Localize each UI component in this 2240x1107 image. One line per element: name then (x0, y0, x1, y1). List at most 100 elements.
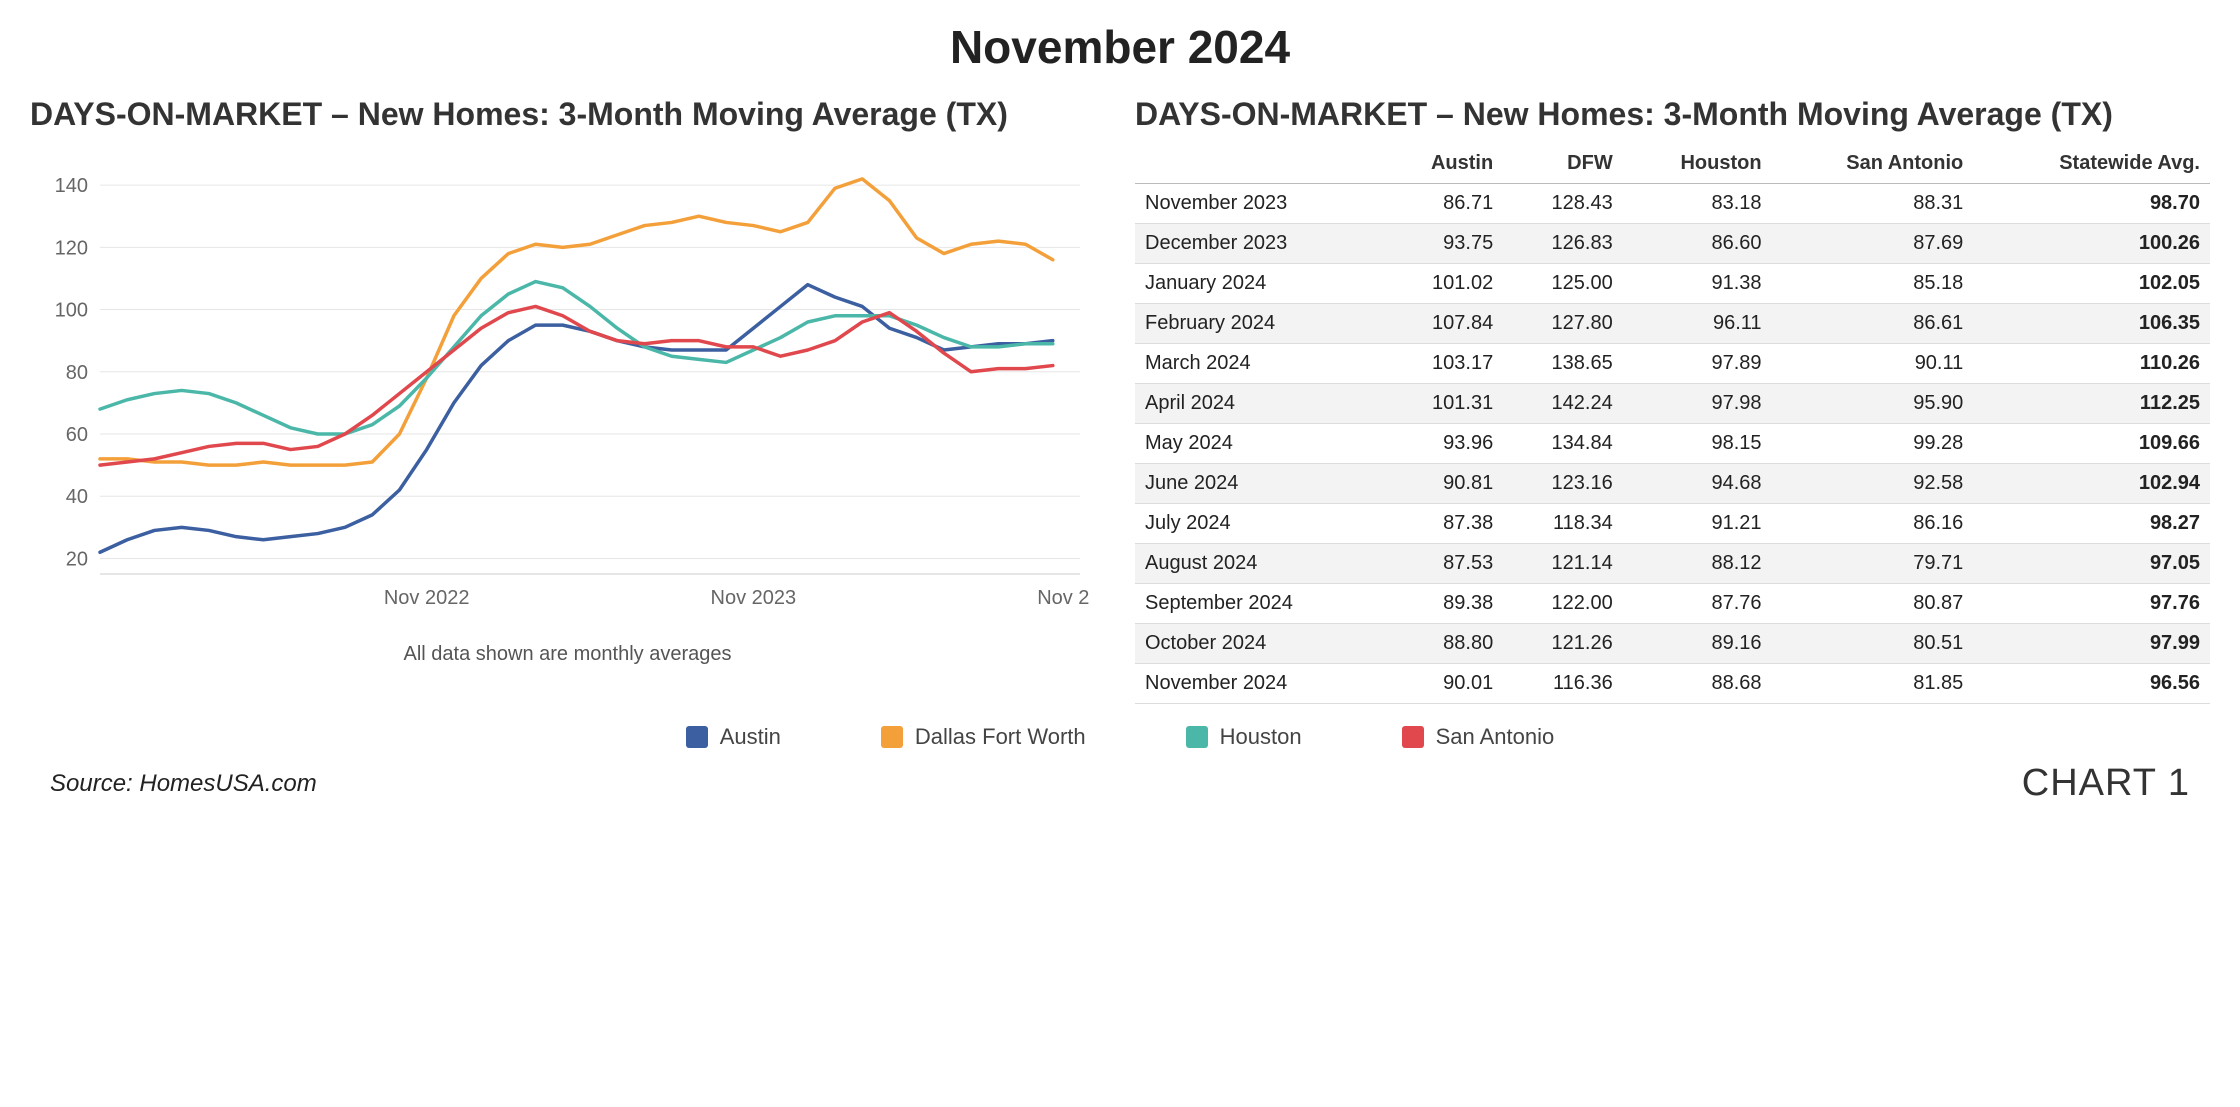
table-cell: 100.26 (1973, 224, 2210, 264)
data-table: AustinDFWHoustonSan AntonioStatewide Avg… (1135, 144, 2210, 704)
table-cell: 81.85 (1772, 664, 1974, 704)
legend: Austin Dallas Fort Worth Houston San Antoni… (30, 724, 2210, 750)
svg-text:Nov 2024: Nov 2024 (1037, 587, 1090, 609)
table-cell: 88.80 (1382, 624, 1503, 664)
svg-text:80: 80 (66, 362, 88, 384)
table-cell: 101.02 (1382, 264, 1503, 304)
table-cell: 93.75 (1382, 224, 1503, 264)
table-cell: 87.53 (1382, 544, 1503, 584)
legend-label: Austin (720, 724, 781, 750)
table-cell: 92.58 (1772, 464, 1974, 504)
table-cell: 90.11 (1772, 344, 1974, 384)
row-label: September 2024 (1135, 584, 1382, 624)
table-cell: 91.38 (1623, 264, 1772, 304)
table-cell: 98.27 (1973, 504, 2210, 544)
table-cell: 97.05 (1973, 544, 2210, 584)
table-panel: DAYS-ON-MARKET – New Homes: 3-Month Movi… (1135, 94, 2210, 704)
table-cell: 83.18 (1623, 184, 1772, 224)
table-row: November 202490.01116.3688.6881.8596.56 (1135, 664, 2210, 704)
table-row: December 202393.75126.8386.6087.69100.26 (1135, 224, 2210, 264)
legend-item: San Antonio (1402, 724, 1555, 750)
table-header: Statewide Avg. (1973, 144, 2210, 184)
legend-swatch (1402, 726, 1424, 748)
row-label: October 2024 (1135, 624, 1382, 664)
table-header: San Antonio (1772, 144, 1974, 184)
row-label: March 2024 (1135, 344, 1382, 384)
table-row: May 202493.96134.8498.1599.28109.66 (1135, 424, 2210, 464)
table-cell: 121.14 (1503, 544, 1623, 584)
table-row: June 202490.81123.1694.6892.58102.94 (1135, 464, 2210, 504)
table-header: Houston (1623, 144, 1772, 184)
table-cell: 95.90 (1772, 384, 1974, 424)
table-cell: 86.16 (1772, 504, 1974, 544)
table-cell: 85.18 (1772, 264, 1974, 304)
table-cell: 127.80 (1503, 304, 1623, 344)
table-cell: 142.24 (1503, 384, 1623, 424)
table-row: April 2024101.31142.2497.9895.90112.25 (1135, 384, 2210, 424)
table-cell: 98.15 (1623, 424, 1772, 464)
table-cell: 107.84 (1382, 304, 1503, 344)
table-cell: 94.68 (1623, 464, 1772, 504)
svg-text:60: 60 (66, 424, 88, 446)
table-cell: 87.69 (1772, 224, 1974, 264)
table-cell: 89.16 (1623, 624, 1772, 664)
svg-text:Nov 2022: Nov 2022 (384, 587, 470, 609)
table-cell: 121.26 (1503, 624, 1623, 664)
table-cell: 138.65 (1503, 344, 1623, 384)
table-cell: 118.34 (1503, 504, 1623, 544)
table-row: August 202487.53121.1488.1279.7197.05 (1135, 544, 2210, 584)
table-cell: 90.01 (1382, 664, 1503, 704)
line-chart-svg: 20406080100120140Nov 2022Nov 2023Nov 202… (30, 144, 1090, 624)
row-label: July 2024 (1135, 504, 1382, 544)
table-cell: 116.36 (1503, 664, 1623, 704)
row-label: November 2024 (1135, 664, 1382, 704)
table-header: DFW (1503, 144, 1623, 184)
table-cell: 88.31 (1772, 184, 1974, 224)
row-label: June 2024 (1135, 464, 1382, 504)
table-cell: 110.26 (1973, 344, 2210, 384)
legend-item: Austin (686, 724, 781, 750)
table-cell: 91.21 (1623, 504, 1772, 544)
table-row: October 202488.80121.2689.1680.5197.99 (1135, 624, 2210, 664)
line-chart: 20406080100120140Nov 2022Nov 2023Nov 202… (30, 144, 1105, 629)
row-label: August 2024 (1135, 544, 1382, 584)
row-label: April 2024 (1135, 384, 1382, 424)
footer: Source: HomesUSA.com CHART 1 (30, 762, 2210, 805)
table-cell: 87.76 (1623, 584, 1772, 624)
row-label: February 2024 (1135, 304, 1382, 344)
table-cell: 89.38 (1382, 584, 1503, 624)
row-label: January 2024 (1135, 264, 1382, 304)
legend-label: Dallas Fort Worth (915, 724, 1086, 750)
table-cell: 97.76 (1973, 584, 2210, 624)
table-cell: 80.51 (1772, 624, 1974, 664)
table-row: November 202386.71128.4383.1888.3198.70 (1135, 184, 2210, 224)
table-cell: 109.66 (1973, 424, 2210, 464)
legend-swatch (686, 726, 708, 748)
chart-panel: DAYS-ON-MARKET – New Homes: 3-Month Movi… (30, 94, 1105, 704)
table-header (1135, 144, 1382, 184)
table-cell: 87.38 (1382, 504, 1503, 544)
table-row: March 2024103.17138.6597.8990.11110.26 (1135, 344, 2210, 384)
table-cell: 80.87 (1772, 584, 1974, 624)
row-label: December 2023 (1135, 224, 1382, 264)
table-cell: 86.60 (1623, 224, 1772, 264)
source-label: Source: HomesUSA.com (50, 770, 317, 798)
svg-text:40: 40 (66, 486, 88, 508)
table-cell: 96.11 (1623, 304, 1772, 344)
svg-text:120: 120 (55, 237, 88, 259)
legend-swatch (1186, 726, 1208, 748)
table-cell: 97.89 (1623, 344, 1772, 384)
table-panel-title: DAYS-ON-MARKET – New Homes: 3-Month Movi… (1135, 94, 2210, 134)
svg-text:100: 100 (55, 300, 88, 322)
row-label: November 2023 (1135, 184, 1382, 224)
table-cell: 86.71 (1382, 184, 1503, 224)
svg-text:140: 140 (55, 175, 88, 197)
table-row: January 2024101.02125.0091.3885.18102.05 (1135, 264, 2210, 304)
legend-item: Houston (1186, 724, 1302, 750)
series-houston (100, 282, 1053, 434)
table-cell: 106.35 (1973, 304, 2210, 344)
svg-text:20: 20 (66, 548, 88, 570)
table-cell: 79.71 (1772, 544, 1974, 584)
legend-label: San Antonio (1436, 724, 1555, 750)
table-cell: 126.83 (1503, 224, 1623, 264)
